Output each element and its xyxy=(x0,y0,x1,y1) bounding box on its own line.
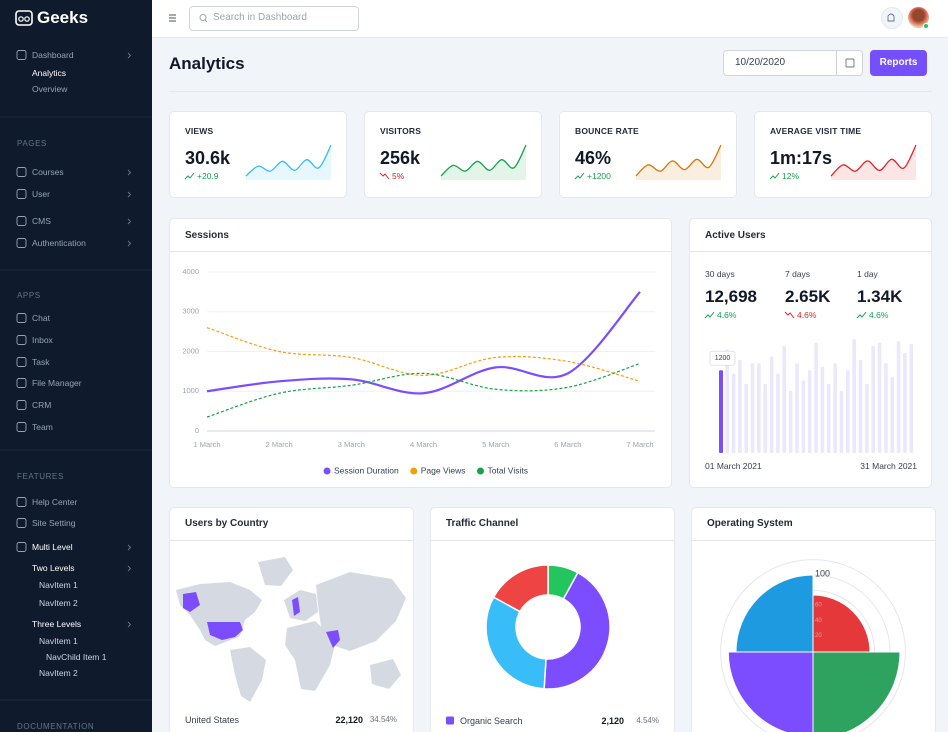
nav-item[interactable]: Overview xyxy=(32,84,68,94)
summary-label: 7 days xyxy=(785,269,811,279)
section-title: DOCUMENTATION xyxy=(17,722,95,731)
country-users: 22,120 xyxy=(335,715,363,725)
country-share: 34.54% xyxy=(369,715,397,724)
nav-item[interactable]: Analytics xyxy=(32,68,67,78)
nav-item[interactable]: NavItem 1 xyxy=(39,636,78,646)
nav-item[interactable]: Task xyxy=(32,357,50,367)
summary-change: 4.6% xyxy=(797,310,817,320)
summary-label: 1 day xyxy=(857,269,878,279)
nav-item[interactable]: Site Setting xyxy=(32,518,76,528)
x-axis-label: 01 March 2021 xyxy=(705,461,762,471)
summary-change: 4.6% xyxy=(717,310,737,320)
nav-item[interactable]: Courses xyxy=(32,167,64,177)
summary-label: 30 days xyxy=(705,269,735,279)
reports-button[interactable]: Reports xyxy=(870,50,927,76)
nav-item[interactable]: Help Center xyxy=(32,497,78,507)
calendar-button[interactable] xyxy=(837,50,863,76)
section-title: APPS xyxy=(17,291,41,300)
stat-label: VISITORS xyxy=(380,126,422,136)
nav-item[interactable]: Three Levels xyxy=(32,619,82,629)
nav-item[interactable]: Inbox xyxy=(32,335,53,345)
bell-button[interactable] xyxy=(881,7,903,29)
stat-value: 256k xyxy=(380,148,421,168)
stat-value: 30.6k xyxy=(185,148,231,168)
legend-label: Organic Search xyxy=(460,716,523,726)
date-value: 10/20/2020 xyxy=(735,57,786,68)
stat-change: +20.9 xyxy=(197,171,219,181)
date-input[interactable] xyxy=(723,50,837,76)
stat-change: 5% xyxy=(392,171,405,181)
card-title: Active Users xyxy=(705,230,766,241)
card xyxy=(689,218,932,488)
x-axis-label: 31 March 2021 xyxy=(860,461,917,471)
nav-item[interactable]: NavItem 1 xyxy=(39,580,78,590)
card-title: Users by Country xyxy=(185,518,269,529)
nav-item[interactable]: CMS xyxy=(32,216,51,226)
section-title: FEATURES xyxy=(17,472,64,481)
stat-change: +1200 xyxy=(587,171,611,181)
card xyxy=(169,507,414,732)
nav-item[interactable]: Chat xyxy=(32,313,50,323)
brand: Geeks xyxy=(37,8,89,27)
country-name: United States xyxy=(185,715,240,725)
stat-value: 46% xyxy=(575,148,612,168)
nav-item[interactable]: Multi Level xyxy=(32,542,73,552)
nav-item[interactable]: File Manager xyxy=(32,378,82,388)
summary-change: 4.6% xyxy=(869,310,889,320)
search-box[interactable] xyxy=(189,6,359,31)
stat-change: 12% xyxy=(782,171,800,181)
summary-value: 12,698 xyxy=(705,287,757,306)
nav-item[interactable]: Team xyxy=(32,422,53,432)
nav-item[interactable]: Authentication xyxy=(32,238,86,248)
card xyxy=(691,507,936,732)
legend-share: 4.54% xyxy=(636,716,659,725)
nav-item[interactable]: Two Levels xyxy=(32,563,75,573)
summary-value: 2.65K xyxy=(785,287,831,306)
stat-label: VIEWS xyxy=(185,126,214,136)
avatar[interactable] xyxy=(908,7,929,28)
card-title: Traffic Channel xyxy=(446,518,519,529)
nav-item[interactable]: User xyxy=(32,189,50,199)
summary-value: 1.34K xyxy=(857,287,903,306)
card xyxy=(430,507,675,732)
card xyxy=(169,218,672,488)
page-title: Analytics xyxy=(169,54,245,73)
card-title: Operating System xyxy=(707,518,793,529)
nav-item[interactable]: NavItem 2 xyxy=(39,668,78,678)
search-placeholder: Search in Dashboard xyxy=(213,12,307,23)
stat-value: 1m:17s xyxy=(770,148,833,168)
nav-item[interactable]: CRM xyxy=(32,400,52,410)
stat-label: AVERAGE VISIT TIME xyxy=(770,126,862,136)
nav-item[interactable]: Dashboard xyxy=(32,50,74,60)
section-title: PAGES xyxy=(17,139,47,148)
legend-value: 2,120 xyxy=(601,716,624,726)
nav-item[interactable]: NavChild Item 1 xyxy=(46,652,107,662)
stat-label: BOUNCE RATE xyxy=(575,126,639,136)
nav-item[interactable]: NavItem 2 xyxy=(39,598,78,608)
card-title: Sessions xyxy=(185,230,229,241)
